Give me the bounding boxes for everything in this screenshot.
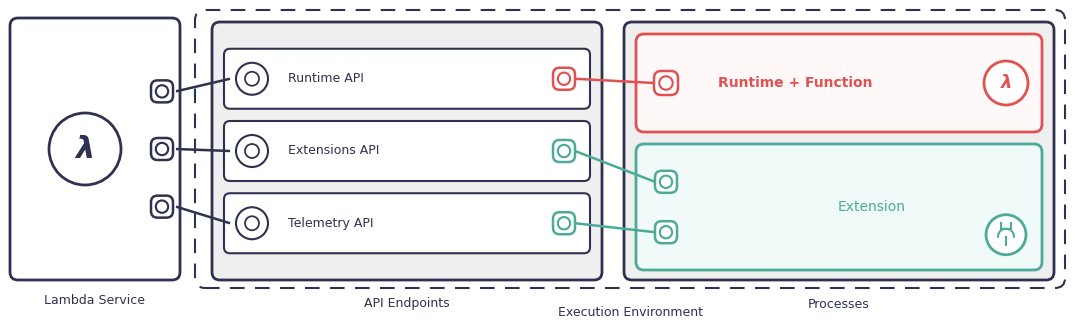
Text: Runtime + Function: Runtime + Function <box>718 76 873 90</box>
Circle shape <box>156 201 168 213</box>
Circle shape <box>156 143 168 155</box>
FancyBboxPatch shape <box>151 196 173 218</box>
FancyBboxPatch shape <box>224 193 590 253</box>
Circle shape <box>156 85 168 98</box>
Circle shape <box>49 113 121 185</box>
Circle shape <box>984 61 1028 105</box>
Circle shape <box>660 76 673 90</box>
FancyBboxPatch shape <box>195 10 1065 288</box>
FancyBboxPatch shape <box>553 212 575 234</box>
FancyBboxPatch shape <box>151 80 173 102</box>
FancyBboxPatch shape <box>553 140 575 162</box>
FancyBboxPatch shape <box>624 22 1054 280</box>
FancyBboxPatch shape <box>655 171 677 193</box>
FancyBboxPatch shape <box>10 18 180 280</box>
Text: Processes: Processes <box>808 297 870 310</box>
Text: λ: λ <box>1001 74 1012 92</box>
Circle shape <box>558 72 570 85</box>
FancyBboxPatch shape <box>224 49 590 109</box>
Circle shape <box>660 176 673 188</box>
FancyBboxPatch shape <box>636 144 1042 270</box>
Text: Runtime API: Runtime API <box>288 72 364 85</box>
FancyBboxPatch shape <box>636 34 1042 132</box>
FancyBboxPatch shape <box>655 221 677 243</box>
Circle shape <box>558 145 570 157</box>
Text: API Endpoints: API Endpoints <box>364 297 449 310</box>
Text: Lambda Service: Lambda Service <box>44 293 145 306</box>
Text: λ: λ <box>76 135 94 163</box>
FancyBboxPatch shape <box>151 138 173 160</box>
FancyBboxPatch shape <box>212 22 602 280</box>
Text: Execution Environment: Execution Environment <box>558 306 703 318</box>
Circle shape <box>245 144 259 158</box>
Text: Extensions API: Extensions API <box>288 145 379 158</box>
Circle shape <box>558 217 570 229</box>
FancyBboxPatch shape <box>553 68 575 90</box>
Circle shape <box>236 135 268 167</box>
Circle shape <box>986 215 1026 255</box>
Circle shape <box>236 207 268 239</box>
Text: Telemetry API: Telemetry API <box>288 217 374 230</box>
Circle shape <box>236 63 268 95</box>
Text: Extension: Extension <box>837 200 905 214</box>
FancyBboxPatch shape <box>654 71 678 95</box>
Circle shape <box>660 226 673 238</box>
FancyBboxPatch shape <box>224 121 590 181</box>
Circle shape <box>245 216 259 230</box>
Circle shape <box>245 72 259 86</box>
